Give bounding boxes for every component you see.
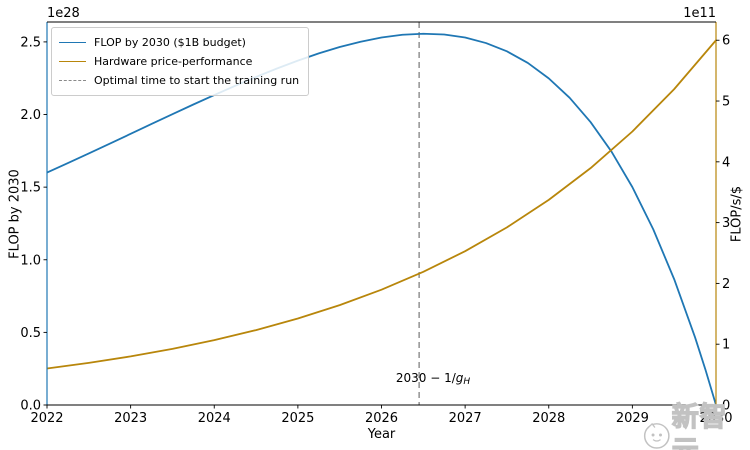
flop-by-2030-curve xyxy=(46,32,717,406)
vline-annotation-subscript: H xyxy=(463,377,471,387)
left-y-tick-label: 2.5 xyxy=(20,35,41,50)
right-y-tick-label: 2 xyxy=(722,277,730,292)
right-y-tick-label: 5 xyxy=(722,95,730,110)
legend-item-hardware: Hardware price-performance xyxy=(59,52,299,71)
right-axis-title: FLOP/s/$ xyxy=(729,185,745,243)
watermark-mascot-icon xyxy=(643,423,670,449)
left-y-tick-label: 0.0 xyxy=(20,399,41,414)
right-y-tick-label: 6 xyxy=(722,34,730,49)
x-axis-title: Year xyxy=(367,427,396,442)
right-y-tick-label: 1 xyxy=(722,338,730,353)
left-y-tick-label: 1.5 xyxy=(20,181,41,196)
legend-item-label: Optimal time to start the training run xyxy=(94,74,300,87)
flop-line-sample-icon xyxy=(59,42,86,43)
x-tick-label: 2030 xyxy=(699,411,732,426)
watermark: 新智元 xyxy=(640,401,750,450)
x-tick-label: 2028 xyxy=(532,411,565,426)
right-axis-scale-offset: 1e11 xyxy=(683,6,716,21)
legend: FLOP by 2030 ($1B budget) Hardware price… xyxy=(51,27,310,96)
x-tick-label: 2024 xyxy=(198,411,231,426)
vline-annotation-variable: g xyxy=(455,371,464,385)
left-axis-scale-offset: 1e28 xyxy=(47,6,80,21)
legend-item-flop: FLOP by 2030 ($1B budget) xyxy=(59,33,299,52)
hardware-price-performance-curve xyxy=(46,39,717,370)
legend-item-label: FLOP by 2030 ($1B budget) xyxy=(94,36,246,49)
x-tick-label: 2022 xyxy=(30,411,63,426)
vline-annotation-text: 2030 − 1/ xyxy=(395,371,456,385)
right-y-tick-label: 0 xyxy=(722,399,730,414)
vline-annotation: 2030 − 1/gH xyxy=(396,371,470,387)
left-y-tick-label: 2.0 xyxy=(20,108,41,123)
watermark-text: 新智元 xyxy=(671,401,728,450)
x-tick-label: 2029 xyxy=(616,411,649,426)
legend-item-label: Hardware price-performance xyxy=(94,55,253,68)
x-tick-label: 2027 xyxy=(449,411,482,426)
right-y-tick-label: 3 xyxy=(722,216,730,231)
right-y-tick-label: 4 xyxy=(722,155,730,170)
left-y-tick-label: 1.0 xyxy=(20,253,41,268)
legend-item-optimal: Optimal time to start the training run xyxy=(59,71,299,90)
left-axis-title: FLOP by 2030 xyxy=(7,169,23,259)
optimal-dashed-line-sample-icon xyxy=(59,80,86,81)
hardware-line-sample-icon xyxy=(59,61,86,62)
x-tick-label: 2025 xyxy=(281,411,314,426)
x-tick-label: 2023 xyxy=(114,411,147,426)
left-y-tick-label: 0.5 xyxy=(20,326,41,341)
x-tick-label: 2026 xyxy=(365,411,398,426)
